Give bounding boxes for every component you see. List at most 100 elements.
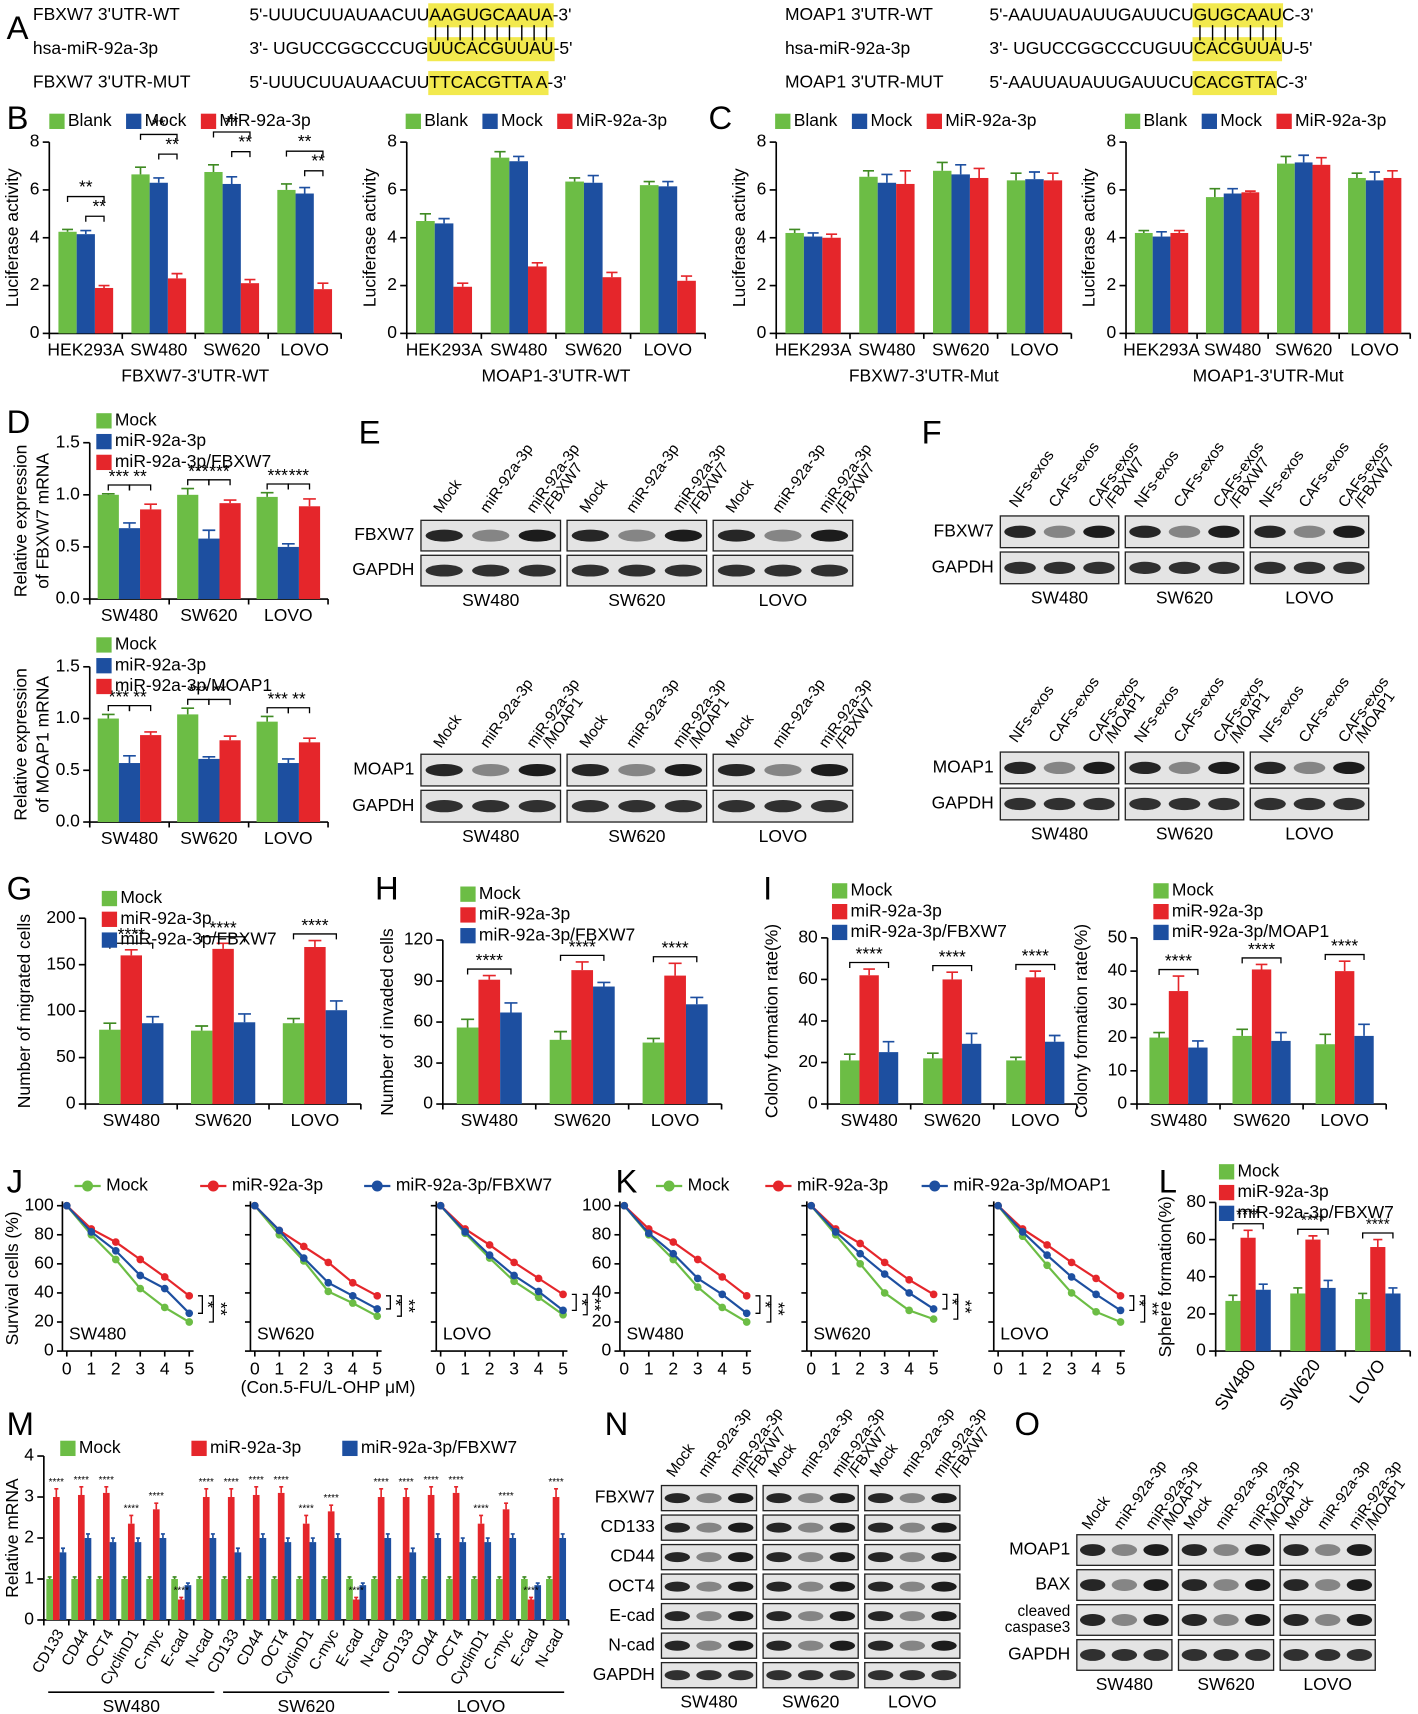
significance: *** xyxy=(188,680,209,700)
band xyxy=(797,1581,824,1592)
bar xyxy=(593,986,615,1105)
band xyxy=(899,1640,925,1651)
legend-label: miR-92a-3p xyxy=(115,430,206,450)
significance: **** xyxy=(569,936,596,956)
significance: **** xyxy=(398,1477,413,1488)
bar xyxy=(1370,1247,1386,1352)
x-axis-label: FBXW7-3'UTR-WT xyxy=(121,366,269,386)
error-bar xyxy=(1010,1056,1022,1061)
point xyxy=(324,1258,333,1267)
significance: * xyxy=(198,1301,218,1308)
band xyxy=(618,564,656,577)
error-bar xyxy=(646,1037,660,1043)
legend-swatch xyxy=(926,113,942,129)
row-label: BAX xyxy=(1035,1574,1070,1594)
legend-label: miR-92a-3p/FBXW7 xyxy=(851,921,1007,941)
band xyxy=(931,1640,957,1651)
sequence-part: AAGUGCAAUA xyxy=(429,4,553,24)
legend-marker xyxy=(772,1180,784,1192)
significance: **** xyxy=(1022,946,1049,966)
bar xyxy=(140,509,162,600)
error-bar xyxy=(226,175,238,184)
row-label: caspase3 xyxy=(1005,1619,1070,1636)
panel-letter: K xyxy=(616,1162,638,1199)
x-tick-label: 3 xyxy=(880,1358,890,1378)
error-bar xyxy=(973,167,985,178)
point xyxy=(185,1318,194,1326)
x-tick-label: SW480 xyxy=(1150,1110,1208,1130)
legend-marker xyxy=(929,1180,941,1192)
bar xyxy=(527,266,547,334)
significance: ** xyxy=(769,1302,789,1316)
bar xyxy=(1205,197,1224,334)
significance-bracket xyxy=(287,707,311,714)
error-bar xyxy=(429,1485,434,1495)
y-axis-label: Number of migrated cells xyxy=(14,914,34,1108)
error-bar xyxy=(279,1485,284,1493)
legend-label: miR-92a-3p/MOAP1 xyxy=(1172,921,1329,941)
error-bar xyxy=(1316,156,1327,165)
bar xyxy=(282,1023,305,1105)
band xyxy=(1181,1649,1208,1661)
bar xyxy=(509,1538,517,1620)
legend-swatch xyxy=(101,932,118,948)
band xyxy=(1333,761,1365,775)
y-axis-label: Relative expression xyxy=(11,668,31,820)
error-bar xyxy=(297,1576,302,1580)
panel-letter: A xyxy=(7,9,29,46)
y-tick-label: 1.0 xyxy=(56,483,81,503)
point xyxy=(1116,1306,1125,1315)
y-tick-label: 80 xyxy=(1186,1191,1206,1211)
error-bar xyxy=(1298,154,1309,163)
band xyxy=(728,1552,754,1563)
sequence-name: FBXW7 3'UTR-WT xyxy=(33,4,180,24)
legend-label: Mock xyxy=(115,634,157,654)
significance-bracket xyxy=(208,698,231,705)
band xyxy=(867,1611,894,1622)
band xyxy=(728,1581,754,1592)
band xyxy=(664,564,702,577)
x-axis-label: MOAP1-3'UTR-Mut xyxy=(1193,366,1344,386)
error-bar xyxy=(547,1576,552,1580)
band xyxy=(1293,525,1326,538)
line xyxy=(66,1204,190,1297)
error-bar xyxy=(322,1576,327,1580)
band xyxy=(1208,797,1240,811)
x-tick-label: SW620 xyxy=(180,605,238,625)
bar xyxy=(1025,179,1044,334)
band xyxy=(1043,525,1076,538)
bar xyxy=(146,1579,153,1620)
significance: **** xyxy=(662,938,689,958)
x-tick-label: LOVO xyxy=(1011,1110,1060,1130)
error-bar xyxy=(260,715,274,722)
x-tick-label: 0 xyxy=(436,1358,446,1378)
x-tick-label: LOVO xyxy=(651,1110,700,1130)
panel-letter: F xyxy=(922,414,942,451)
bar xyxy=(583,182,603,334)
legend-swatch xyxy=(1201,113,1217,129)
significance: *** xyxy=(109,687,130,707)
point xyxy=(905,1276,913,1284)
sequence-part: -3' xyxy=(553,4,572,24)
band xyxy=(1315,1544,1341,1556)
band xyxy=(1111,1579,1138,1591)
band xyxy=(1245,1544,1271,1556)
error-bar xyxy=(303,498,316,507)
y-axis-label: Number of invaded cells xyxy=(377,928,397,1116)
band xyxy=(797,1522,824,1533)
bar xyxy=(204,171,223,334)
point xyxy=(559,1306,567,1315)
band xyxy=(1083,797,1115,811)
bar xyxy=(277,189,296,334)
band xyxy=(1346,1649,1373,1661)
significance: **** xyxy=(448,1475,463,1486)
bar xyxy=(212,948,234,1105)
point xyxy=(1116,1318,1125,1326)
line xyxy=(810,1204,935,1321)
y-tick-label: 30 xyxy=(414,1052,434,1072)
x-tick-label: CD133 xyxy=(29,1626,68,1676)
point xyxy=(1116,1292,1125,1300)
error-bar xyxy=(946,971,959,980)
band xyxy=(1129,761,1161,775)
error-bar xyxy=(1280,155,1292,164)
